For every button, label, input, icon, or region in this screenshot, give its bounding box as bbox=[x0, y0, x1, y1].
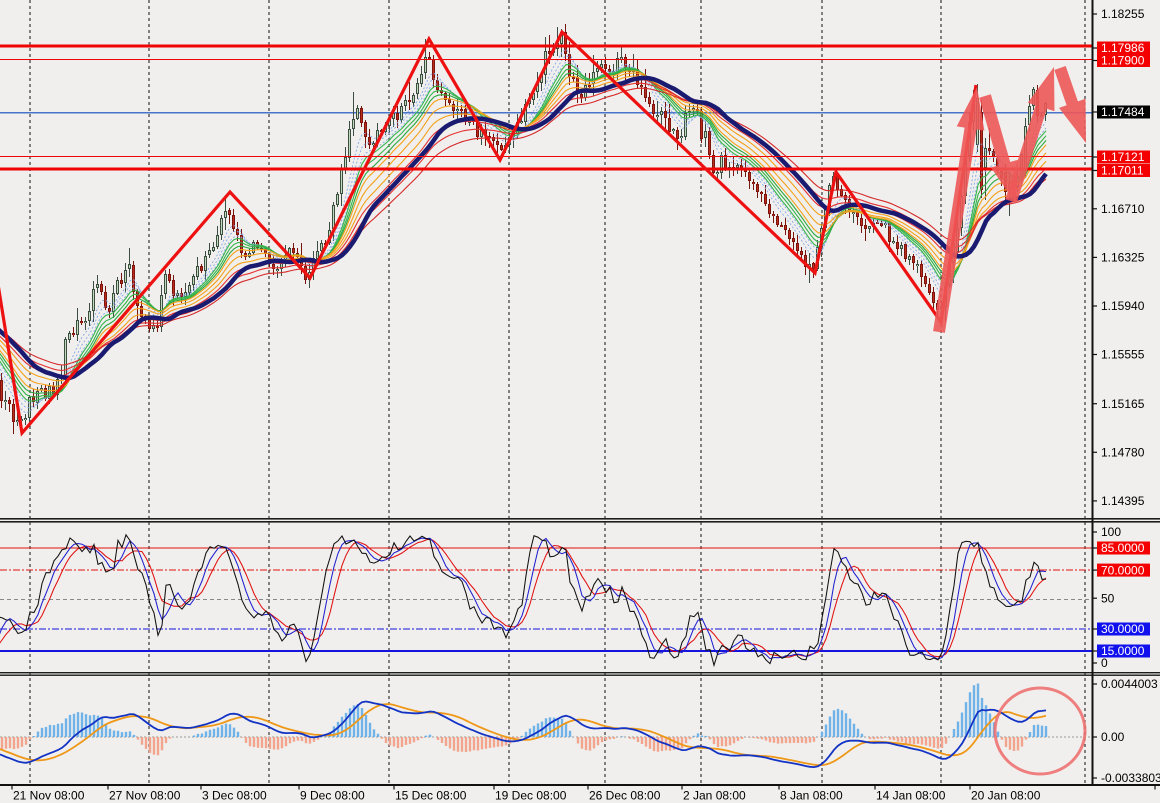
svg-text:9 Dec 08:00: 9 Dec 08:00 bbox=[300, 789, 365, 803]
svg-text:14 Jan 08:00: 14 Jan 08:00 bbox=[876, 789, 946, 803]
svg-text:85.0000: 85.0000 bbox=[1101, 541, 1145, 555]
svg-text:70.0000: 70.0000 bbox=[1101, 563, 1145, 577]
svg-text:1.17121: 1.17121 bbox=[1101, 150, 1145, 164]
svg-text:1.17986: 1.17986 bbox=[1101, 41, 1145, 55]
svg-text:1.15940: 1.15940 bbox=[1101, 299, 1145, 313]
svg-text:26 Dec 08:00: 26 Dec 08:00 bbox=[589, 789, 661, 803]
svg-text:1.17900: 1.17900 bbox=[1101, 54, 1145, 68]
svg-text:1.14780: 1.14780 bbox=[1101, 446, 1145, 460]
svg-text:2 Jan 08:00: 2 Jan 08:00 bbox=[683, 789, 746, 803]
svg-text:1.16325: 1.16325 bbox=[1101, 251, 1145, 265]
svg-text:30.0000: 30.0000 bbox=[1101, 622, 1145, 636]
svg-text:27 Nov 08:00: 27 Nov 08:00 bbox=[109, 789, 181, 803]
svg-text:1.15165: 1.15165 bbox=[1101, 397, 1145, 411]
svg-text:19 Dec 08:00: 19 Dec 08:00 bbox=[495, 789, 567, 803]
svg-text:0: 0 bbox=[1101, 656, 1108, 670]
svg-text:1.17011: 1.17011 bbox=[1101, 164, 1144, 178]
svg-text:1.17484: 1.17484 bbox=[1101, 105, 1145, 119]
svg-text:21 Nov 08:00: 21 Nov 08:00 bbox=[13, 789, 85, 803]
svg-text:20 Jan 08:00: 20 Jan 08:00 bbox=[971, 789, 1041, 803]
svg-text:1.16710: 1.16710 bbox=[1101, 202, 1145, 216]
svg-text:3 Dec 08:00: 3 Dec 08:00 bbox=[202, 789, 267, 803]
svg-text:8 Jan 08:00: 8 Jan 08:00 bbox=[780, 789, 843, 803]
svg-text:1.18255: 1.18255 bbox=[1101, 7, 1145, 21]
svg-text:15.0000: 15.0000 bbox=[1101, 644, 1145, 658]
svg-text:100: 100 bbox=[1101, 525, 1121, 539]
svg-text:1.14395: 1.14395 bbox=[1101, 494, 1145, 508]
svg-text:1.15555: 1.15555 bbox=[1101, 348, 1145, 362]
svg-text:0.00: 0.00 bbox=[1101, 730, 1125, 744]
svg-text:-0.0033803: -0.0033803 bbox=[1101, 771, 1160, 785]
svg-text:50: 50 bbox=[1101, 591, 1115, 605]
svg-text:15 Dec 08:00: 15 Dec 08:00 bbox=[395, 789, 467, 803]
svg-text:0.0044003: 0.0044003 bbox=[1101, 677, 1158, 691]
